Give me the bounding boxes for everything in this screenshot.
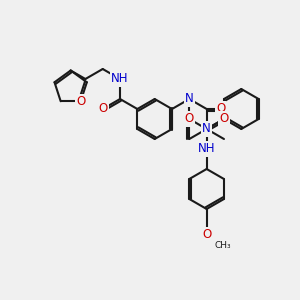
Text: CH₃: CH₃	[214, 241, 231, 250]
Text: O: O	[202, 229, 211, 242]
Text: N: N	[202, 122, 211, 136]
Text: N: N	[185, 92, 194, 106]
Text: NH: NH	[198, 142, 215, 155]
Text: O: O	[185, 112, 194, 125]
Text: O: O	[219, 112, 229, 125]
Text: NH: NH	[111, 73, 129, 85]
Text: O: O	[98, 103, 107, 116]
Text: O: O	[216, 103, 225, 116]
Text: O: O	[76, 95, 85, 108]
